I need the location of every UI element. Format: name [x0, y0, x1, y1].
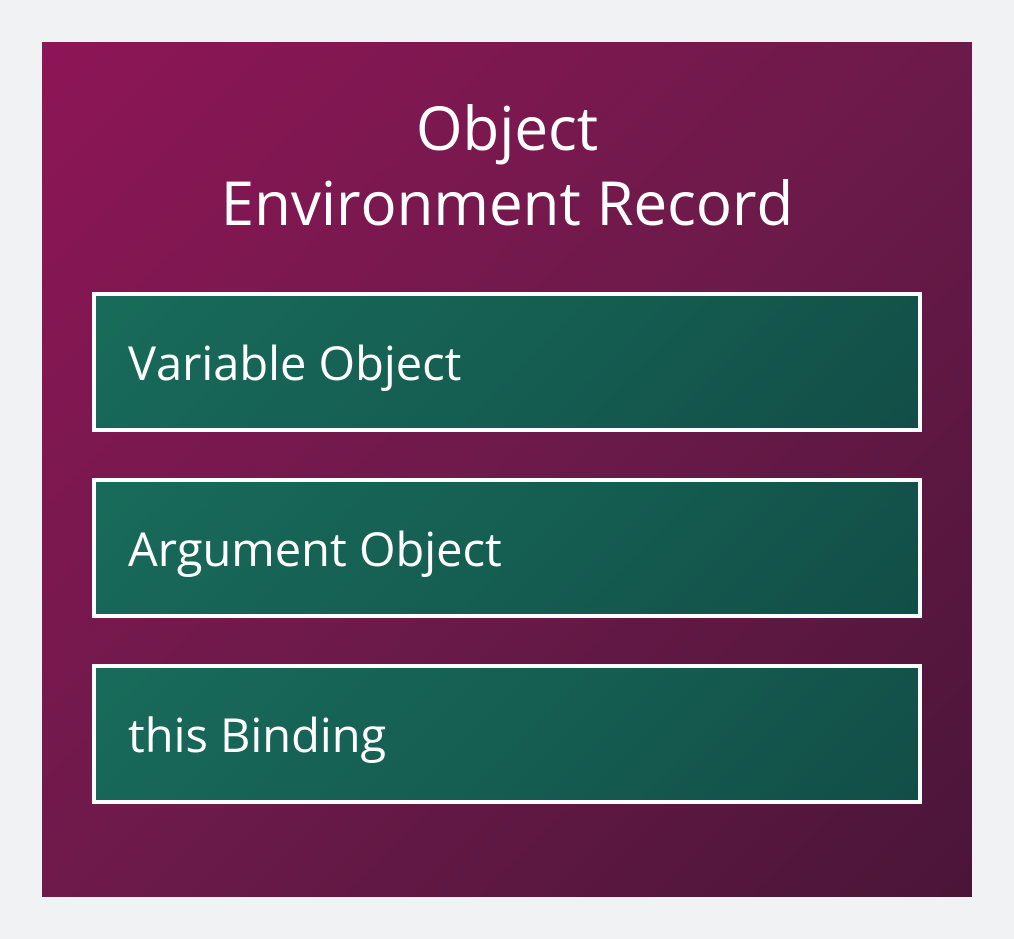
panel-title: Object Environment Record	[92, 90, 922, 240]
items-container: Variable Object Argument Object this Bin…	[92, 292, 922, 804]
diagram-outer-container: Object Environment Record Variable Objec…	[0, 0, 1014, 939]
item-label: Argument Object	[128, 516, 502, 580]
item-label: Variable Object	[128, 330, 461, 394]
environment-record-panel: Object Environment Record Variable Objec…	[42, 42, 972, 897]
item-variable-object: Variable Object	[92, 292, 922, 432]
title-line-2: Environment Record	[92, 165, 922, 240]
item-argument-object: Argument Object	[92, 478, 922, 618]
item-this-binding: this Binding	[92, 664, 922, 804]
item-label: this Binding	[128, 702, 386, 766]
title-line-1: Object	[92, 90, 922, 165]
